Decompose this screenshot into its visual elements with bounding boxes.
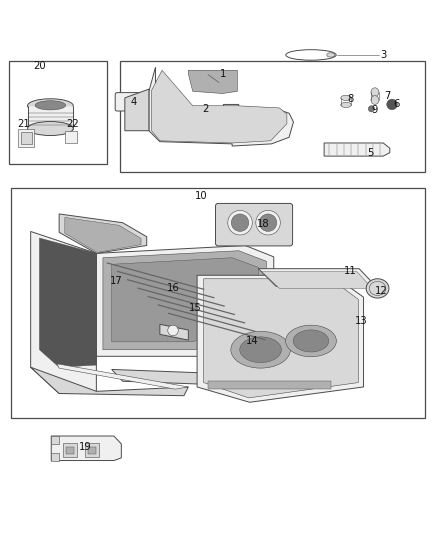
Ellipse shape — [28, 99, 73, 113]
Polygon shape — [197, 275, 364, 402]
Polygon shape — [152, 70, 287, 143]
Polygon shape — [96, 246, 274, 356]
Ellipse shape — [28, 122, 73, 135]
Bar — [65, 131, 77, 143]
Bar — [9, 61, 107, 164]
Text: 9: 9 — [371, 104, 378, 115]
Ellipse shape — [341, 102, 351, 108]
Ellipse shape — [231, 332, 290, 368]
Bar — [66, 447, 74, 455]
Polygon shape — [324, 143, 390, 156]
Text: 2: 2 — [203, 104, 209, 114]
Text: 13: 13 — [355, 316, 367, 326]
Polygon shape — [31, 231, 96, 393]
Text: 3: 3 — [380, 51, 386, 60]
Polygon shape — [59, 214, 147, 253]
Text: 17: 17 — [110, 276, 123, 286]
Ellipse shape — [228, 211, 252, 235]
Polygon shape — [39, 238, 96, 367]
Polygon shape — [208, 381, 331, 389]
Bar — [21, 132, 32, 144]
FancyBboxPatch shape — [215, 204, 293, 246]
Text: 7: 7 — [385, 91, 391, 101]
Text: 11: 11 — [344, 266, 357, 276]
Text: 4: 4 — [131, 97, 137, 107]
Polygon shape — [125, 89, 149, 131]
Ellipse shape — [327, 53, 335, 57]
Bar — [63, 443, 77, 457]
Polygon shape — [103, 251, 266, 350]
Polygon shape — [112, 258, 258, 342]
Ellipse shape — [259, 214, 277, 231]
Ellipse shape — [35, 101, 66, 110]
Ellipse shape — [231, 214, 249, 231]
Polygon shape — [149, 67, 293, 146]
Ellipse shape — [256, 211, 280, 235]
Ellipse shape — [286, 325, 336, 357]
Bar — [120, 61, 425, 172]
Polygon shape — [65, 217, 141, 253]
Circle shape — [168, 325, 178, 336]
Bar — [11, 188, 425, 418]
Polygon shape — [31, 367, 188, 395]
Polygon shape — [204, 279, 358, 398]
Text: 12: 12 — [374, 286, 388, 296]
Ellipse shape — [293, 330, 329, 352]
Text: 21: 21 — [18, 119, 31, 129]
Text: 1: 1 — [220, 69, 226, 79]
Text: 10: 10 — [195, 191, 208, 201]
Bar — [88, 447, 96, 455]
Bar — [51, 453, 59, 461]
Ellipse shape — [240, 337, 282, 362]
Polygon shape — [57, 364, 188, 389]
Polygon shape — [258, 269, 376, 286]
Text: 5: 5 — [367, 148, 373, 158]
Text: 20: 20 — [33, 61, 46, 71]
Text: 22: 22 — [66, 119, 79, 129]
Circle shape — [387, 99, 397, 110]
Bar — [18, 130, 34, 147]
Text: 8: 8 — [347, 94, 353, 104]
Polygon shape — [262, 272, 372, 288]
Polygon shape — [28, 106, 73, 128]
Ellipse shape — [366, 279, 389, 298]
Ellipse shape — [371, 96, 379, 104]
Polygon shape — [160, 324, 188, 340]
Ellipse shape — [371, 88, 379, 96]
Text: 16: 16 — [166, 284, 180, 293]
Text: 19: 19 — [79, 442, 92, 452]
Text: 15: 15 — [188, 303, 201, 313]
Text: 6: 6 — [393, 100, 399, 109]
Polygon shape — [188, 70, 237, 93]
Circle shape — [368, 106, 374, 112]
Bar — [51, 436, 59, 444]
Text: 14: 14 — [246, 336, 258, 346]
Polygon shape — [112, 369, 243, 386]
Bar — [85, 443, 99, 457]
FancyBboxPatch shape — [115, 93, 152, 111]
Text: 18: 18 — [257, 219, 269, 229]
Ellipse shape — [341, 95, 351, 101]
Polygon shape — [51, 436, 121, 461]
